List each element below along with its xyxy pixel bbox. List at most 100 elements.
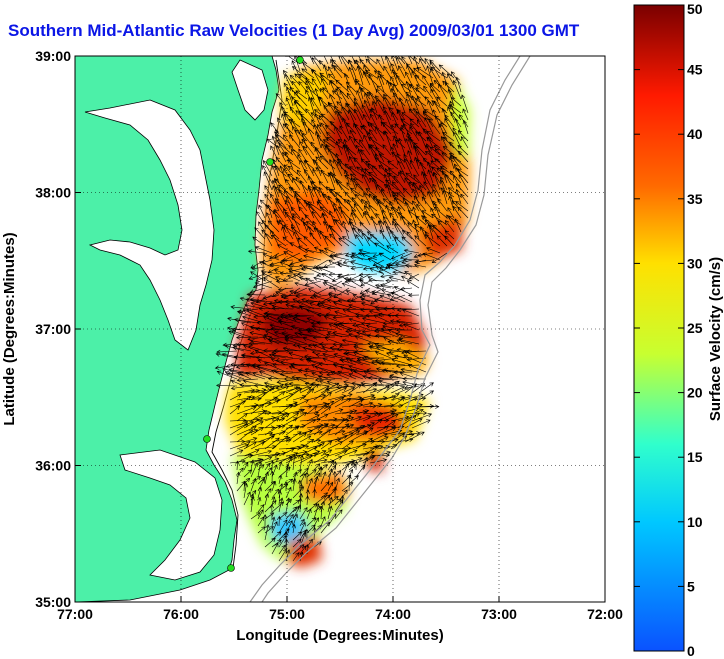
velocity-arrow (264, 512, 275, 520)
map-title: Southern Mid-Atlantic Raw Velocities (1 … (8, 21, 580, 40)
velocity-arrow (257, 509, 264, 520)
velocity-arrow (312, 68, 322, 86)
velocity-arrow (407, 222, 420, 233)
velocity-arrow (442, 131, 455, 142)
velocity-arrow (278, 188, 287, 205)
velocity-arrow (287, 267, 308, 275)
velocity-arrow (313, 413, 329, 422)
velocity-arrow (394, 236, 406, 247)
velocity-arrow (345, 81, 357, 93)
velocity-arrow (330, 370, 350, 380)
velocity-arrow (300, 117, 308, 135)
velocity-arrow (348, 66, 357, 86)
velocity-arrow (313, 429, 332, 443)
velocity-arrow (285, 431, 302, 443)
velocity-arrow (292, 513, 299, 527)
velocity-arrow (318, 267, 336, 275)
velocity-arrow (375, 126, 385, 142)
velocity-arrow (368, 177, 385, 191)
velocity-arrow (295, 90, 308, 100)
velocity-arrow (378, 252, 392, 261)
velocity-arrow (432, 183, 441, 198)
velocity-arrow (407, 364, 427, 373)
velocity-arrow (380, 56, 385, 65)
velocity-arrow (306, 508, 312, 520)
velocity-arrow (288, 381, 308, 387)
velocity-arrow (437, 220, 448, 233)
velocity-arrow (385, 56, 392, 65)
velocity-arrow (271, 135, 280, 156)
velocity-arrow (429, 146, 441, 156)
velocity-arrow (341, 440, 354, 450)
velocity-arrow (250, 512, 261, 520)
velocity-arrow (376, 450, 391, 457)
velocity-arrow (380, 360, 406, 366)
velocity-arrow (385, 183, 392, 198)
velocity-arrow (271, 539, 282, 548)
velocity-arrow (313, 475, 319, 492)
velocity-arrow (334, 219, 350, 233)
velocity-arrow (326, 136, 343, 149)
velocity-arrow (270, 193, 280, 212)
velocity-arrow (305, 108, 315, 121)
velocity-arrow (289, 74, 301, 86)
velocity-arrow (339, 321, 357, 326)
velocity-arrow (401, 308, 420, 317)
velocity-arrow (297, 154, 308, 170)
velocity-arrow (457, 168, 469, 177)
velocity-arrow (422, 110, 434, 128)
velocity-arrow (391, 152, 406, 163)
velocity-arrow (294, 190, 308, 205)
velocity-arrow (304, 367, 322, 373)
velocity-arrow (315, 167, 329, 177)
velocity-arrow (289, 289, 308, 296)
velocity-arrow (313, 517, 319, 527)
velocity-arrow (311, 57, 322, 72)
velocity-arrow (292, 444, 310, 450)
velocity-arrow (251, 364, 273, 373)
velocity-arrow (300, 266, 322, 272)
velocity-arrow (327, 73, 343, 86)
velocity-arrow (271, 488, 280, 499)
colorbar-tick-label: 0 (687, 643, 695, 659)
velocity-arrow (426, 247, 441, 254)
velocity-arrow (341, 386, 356, 394)
velocity-arrow (243, 437, 258, 443)
velocity-arrow (394, 313, 413, 318)
velocity-arrow (264, 524, 270, 541)
velocity-arrow (333, 301, 357, 310)
velocity-arrow (395, 262, 413, 268)
velocity-arrow (404, 271, 420, 282)
velocity-arrow (262, 514, 268, 527)
velocity-arrow (390, 291, 413, 303)
velocity-arrow (264, 193, 273, 205)
velocity-arrow (449, 104, 462, 114)
velocity-arrow (303, 168, 315, 184)
velocity-arrow (312, 186, 322, 205)
velocity-arrow (311, 78, 322, 93)
velocity-arrow (252, 280, 273, 289)
velocity-arrow (374, 153, 385, 170)
velocity-arrow (348, 443, 367, 450)
velocity-arrow (329, 225, 343, 240)
colorbar-tick-label: 5 (687, 578, 695, 594)
velocity-arrow (328, 291, 343, 296)
velocity-arrow (396, 152, 406, 170)
velocity-arrow (444, 235, 455, 247)
velocity-arrow (403, 257, 420, 262)
velocity-arrow (395, 56, 406, 65)
velocity-arrow (385, 225, 399, 240)
velocity-arrow (344, 163, 357, 177)
velocity-arrow (306, 317, 322, 324)
velocity-arrow (306, 405, 318, 415)
velocity-arrow (333, 352, 350, 359)
velocity-arrow (267, 376, 287, 381)
velocity-arrow (283, 164, 294, 177)
velocity-arrow (440, 166, 448, 184)
velocity-arrow (309, 56, 315, 65)
velocity-arrow (269, 262, 287, 268)
station-marker (203, 435, 211, 443)
velocity-arrow (355, 183, 371, 198)
velocity-arrow (284, 151, 294, 170)
velocity-arrow (254, 246, 273, 254)
